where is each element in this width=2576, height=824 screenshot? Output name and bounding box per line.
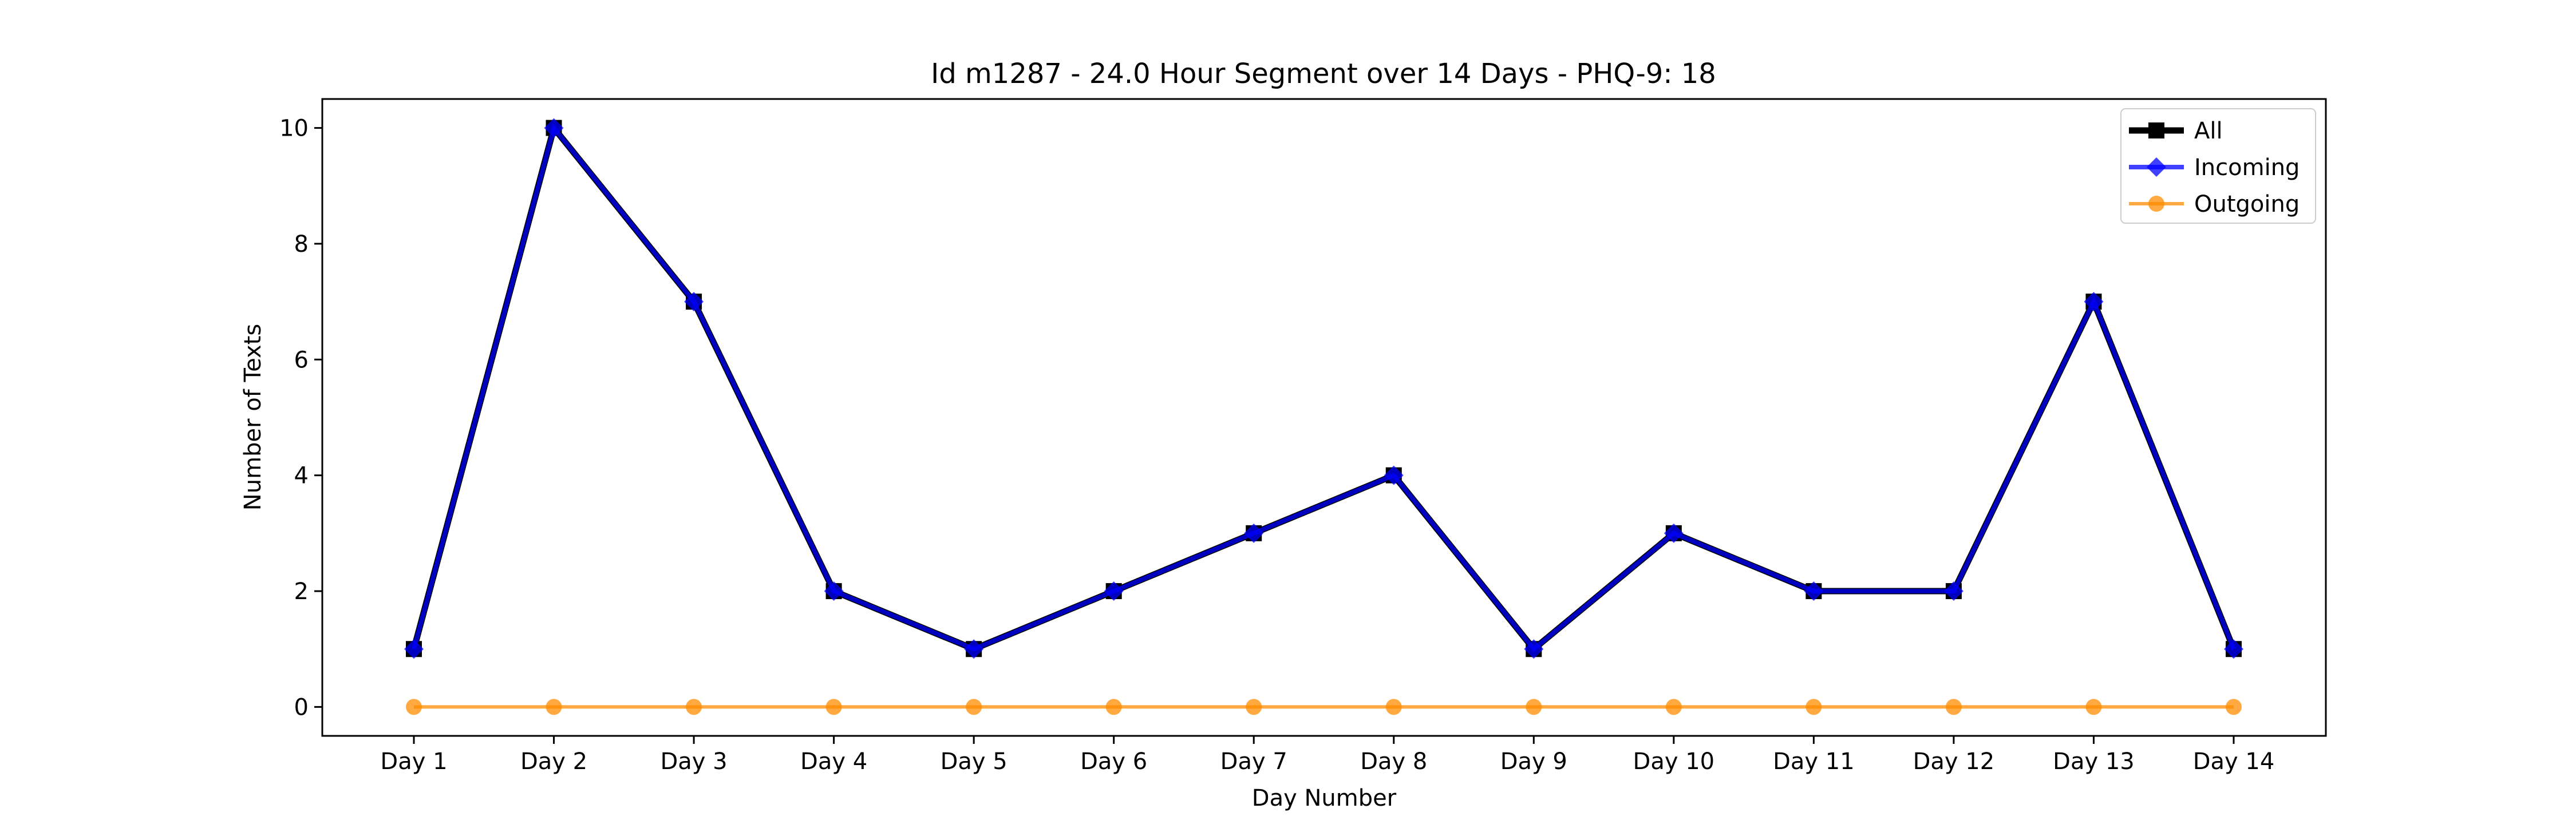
series-all	[406, 120, 2242, 657]
data-point-outgoing	[406, 699, 422, 715]
series-layer	[404, 118, 2243, 715]
chart-title: Id m1287 - 24.0 Hour Segment over 14 Day…	[931, 58, 1716, 90]
x-tick-label: Day 14	[2193, 748, 2275, 775]
legend-entry-outgoing: Outgoing	[2129, 191, 2300, 217]
x-tick-label: Day 5	[941, 748, 1008, 775]
data-point-outgoing	[546, 699, 562, 715]
data-point-incoming	[2224, 639, 2243, 659]
x-tick-label: Day 12	[1913, 748, 1995, 775]
data-point-incoming	[1804, 581, 1824, 601]
data-point-outgoing	[1246, 699, 1262, 715]
series-line-all	[410, 121, 2237, 654]
y-axis: 0 2 4 6 8 10	[279, 116, 322, 720]
y-tick-label: 0	[294, 694, 309, 720]
legend-box	[2120, 108, 2316, 224]
x-tick-label: Day 3	[660, 748, 727, 775]
data-point-incoming	[1664, 523, 1684, 543]
data-point-incoming	[1943, 581, 1963, 601]
data-point-incoming	[1524, 639, 1544, 659]
x-tick-label: Day 10	[1633, 748, 1715, 775]
data-point-outgoing	[1105, 699, 1122, 715]
data-point-incoming	[1384, 465, 1404, 485]
legend-label-all: All	[2194, 118, 2223, 144]
data-point-outgoing	[1665, 699, 1682, 715]
data-point-outgoing	[1805, 699, 1822, 715]
data-point-incoming	[964, 639, 984, 659]
data-point-incoming	[2084, 292, 2104, 312]
data-point-incoming	[1104, 581, 1124, 601]
x-tick-label: Day 6	[1080, 748, 1147, 775]
data-point-outgoing	[1945, 699, 1962, 715]
legend-label-incoming: Incoming	[2194, 154, 2300, 181]
x-tick-label: Day 11	[1773, 748, 1855, 775]
legend-label-outgoing: Outgoing	[2194, 191, 2300, 217]
x-axis-label: Day Number	[1252, 785, 1397, 811]
data-point-outgoing	[825, 699, 842, 715]
plot-frame	[321, 98, 2327, 737]
series-line-incoming	[412, 122, 2236, 652]
y-tick-label: 2	[294, 579, 309, 605]
x-tick-label: Day 9	[1500, 748, 1567, 775]
x-tick-label: Day 1	[380, 748, 447, 775]
x-tick-label: Day 13	[2053, 748, 2135, 775]
data-point-incoming	[824, 581, 844, 601]
data-point-outgoing	[966, 699, 982, 715]
data-point-incoming	[684, 292, 704, 312]
x-axis: Day 1 Day 2 Day 3 Day 4 Day 5 Day 6 Day 7 Day 8…	[380, 736, 2274, 775]
legend: All Incoming Outgoing	[2120, 108, 2316, 224]
y-axis-label: Number of Texts	[240, 324, 266, 510]
data-point-incoming	[404, 639, 424, 659]
y-tick-label: 4	[294, 463, 309, 489]
legend-marker-all	[2148, 122, 2164, 138]
data-point-incoming	[1244, 523, 1264, 543]
data-point-outgoing	[1526, 699, 1542, 715]
legend-marker-outgoing	[2148, 196, 2164, 212]
x-tick-label: Day 2	[520, 748, 587, 775]
legend-entry-incoming: Incoming	[2129, 154, 2300, 181]
series-outgoing	[406, 699, 2242, 715]
y-tick-label: 6	[294, 347, 309, 373]
data-point-incoming	[544, 118, 564, 138]
legend-entry-all: All	[2129, 118, 2223, 144]
data-point-outgoing	[2085, 699, 2102, 715]
series-incoming	[404, 118, 2243, 659]
legend-marker-incoming	[2147, 157, 2166, 177]
data-point-outgoing	[2226, 699, 2242, 715]
y-tick-label: 10	[279, 116, 309, 142]
x-tick-label: Day 4	[800, 748, 867, 775]
data-point-outgoing	[1385, 699, 1402, 715]
x-tick-label: Day 8	[1360, 748, 1427, 775]
data-point-outgoing	[686, 699, 702, 715]
x-tick-label: Day 7	[1220, 748, 1287, 775]
y-tick-label: 8	[294, 231, 309, 258]
